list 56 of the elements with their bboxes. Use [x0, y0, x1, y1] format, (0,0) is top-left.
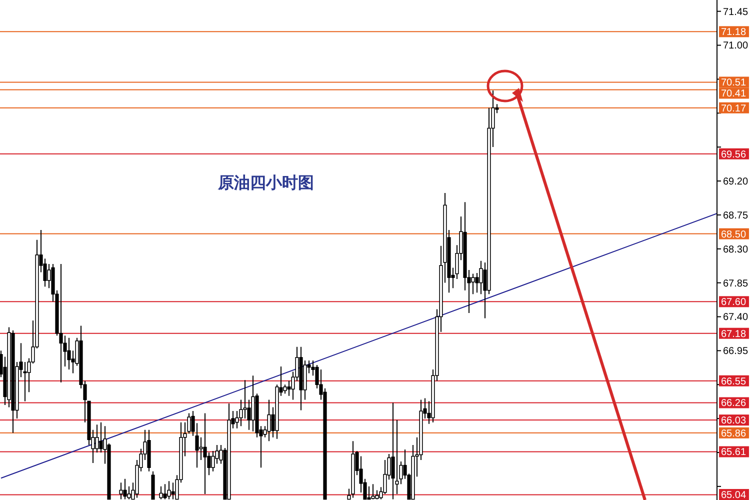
candlestick [123, 478, 127, 500]
ref-line-label: 70.17 [721, 103, 746, 114]
candlestick [203, 412, 207, 494]
ref-line-label: 65.86 [721, 428, 746, 440]
y-tick-label: 67.85 [723, 278, 748, 290]
candlestick [251, 375, 255, 432]
text: 原油四小时图 [217, 173, 314, 192]
ref-line-label: 66.26 [721, 398, 746, 410]
ref-label: 70.41 [719, 88, 749, 100]
ref-line-label: 70.41 [721, 88, 746, 100]
candlestick [391, 402, 395, 500]
y-tick-label: 69.20 [723, 176, 748, 188]
ref-line-label: 66.55 [721, 376, 746, 388]
candlestick [99, 422, 103, 453]
candlestick [371, 484, 375, 500]
y-tick-label: 68.75 [723, 210, 748, 222]
ref-label: 68.50 [719, 228, 749, 240]
candlestick [95, 424, 99, 453]
ref-line-label: 67.60 [721, 297, 746, 308]
y-tick-label: 71.00 [723, 40, 748, 52]
ref-label: 65.61 [719, 446, 749, 458]
ref-label: 70.51 [719, 76, 749, 89]
candlestick [367, 486, 371, 500]
ref-label: 67.60 [719, 296, 749, 308]
ref-label: 69.56 [719, 148, 749, 160]
candlestick [267, 399, 271, 442]
ref-label: 65.04 [719, 489, 749, 500]
candlestick [59, 263, 63, 383]
candlestick [163, 484, 167, 500]
candlestick [287, 380, 291, 396]
ref-label: 65.86 [719, 427, 749, 440]
ref-line-label: 65.04 [721, 490, 746, 500]
y-tick-label: 66.95 [723, 346, 748, 358]
y-tick-label: 68.30 [723, 244, 748, 256]
y-tick-label: 67.40 [723, 312, 748, 324]
candlestick [171, 482, 175, 500]
ref-label: 67.18 [719, 328, 749, 340]
ref-line-label: 70.51 [721, 78, 746, 89]
ref-label: 66.55 [719, 375, 749, 388]
candlestick [167, 480, 171, 500]
candlestick [159, 486, 163, 500]
candlestick [67, 337, 71, 370]
ref-label: 70.17 [719, 102, 749, 114]
y-tick-label: 71.45 [723, 6, 748, 18]
candlestick [471, 273, 475, 295]
ref-line-label: 65.61 [721, 447, 746, 458]
ref-line-label: 67.18 [721, 328, 746, 340]
candlestick [119, 482, 123, 500]
ref-label: 71.18 [719, 26, 749, 38]
ref-label: 66.03 [719, 414, 749, 427]
ref-line-label: 69.56 [721, 149, 746, 160]
candlestick [199, 436, 203, 461]
ref-line-label: 66.03 [721, 416, 746, 427]
ref-line-label: 68.50 [721, 229, 746, 240]
ref-label: 66.26 [719, 397, 749, 410]
ref-line-label: 71.18 [721, 27, 746, 38]
